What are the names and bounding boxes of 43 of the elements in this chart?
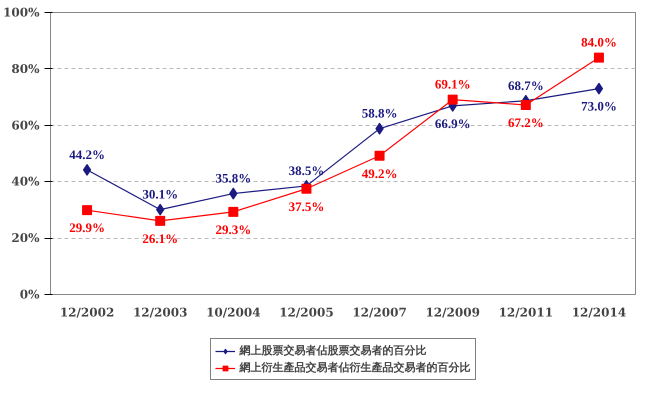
x-tick-label: 12/2011	[498, 306, 554, 320]
data-label: 68.7%	[508, 78, 544, 93]
point	[155, 216, 166, 226]
y-tick-label: 40%	[11, 174, 40, 189]
data-label: 66.9%	[434, 116, 471, 131]
data-label: 38.5%	[288, 162, 324, 178]
data-label: 30.1%	[142, 186, 178, 202]
x-tick-label: 12/2014	[572, 306, 626, 320]
x-tick-label: 12/2007	[352, 306, 407, 320]
x-tick-label: 12/2005	[279, 306, 334, 320]
y-tick-label: 100%	[3, 6, 40, 20]
data-label: 37.5%	[288, 198, 324, 214]
point	[594, 52, 604, 63]
x-tick-label: 12/2002	[60, 306, 114, 320]
point	[594, 82, 604, 95]
point	[520, 100, 531, 110]
data-label: 26.1%	[142, 230, 178, 246]
point	[375, 122, 384, 135]
point	[301, 184, 312, 194]
y-tick-label: 20%	[11, 231, 40, 246]
legend-label: 網上股票交易者佔股票交易者的百分比	[240, 344, 426, 358]
point	[82, 164, 92, 176]
data-label: 67.2%	[508, 114, 544, 130]
y-tick-label: 60%	[11, 118, 40, 132]
x-tick-label: 10/2004	[206, 306, 261, 320]
x-tick-label: 12/2003	[132, 306, 188, 320]
y-tick-label: 0%	[20, 288, 40, 302]
legend-label: 網上衍生產品交易者佔衍生產品交易者的百分比	[240, 360, 470, 375]
x-tick-label: 12/2009	[425, 306, 480, 320]
point	[228, 206, 238, 217]
data-label: 84.0%	[581, 34, 617, 50]
point	[448, 94, 458, 105]
data-label: 44.2%	[69, 146, 105, 162]
data-label: 35.8%	[215, 170, 252, 186]
y-tick-label: 80%	[11, 62, 40, 76]
point	[82, 205, 92, 216]
point	[374, 150, 385, 161]
data-label: 58.8%	[362, 106, 398, 121]
data-label: 69.1%	[434, 76, 471, 92]
data-label: 29.3%	[215, 222, 252, 237]
data-label: 49.2%	[362, 166, 398, 181]
data-label: 29.9%	[69, 220, 105, 236]
data-label: 73.0%	[581, 98, 617, 114]
